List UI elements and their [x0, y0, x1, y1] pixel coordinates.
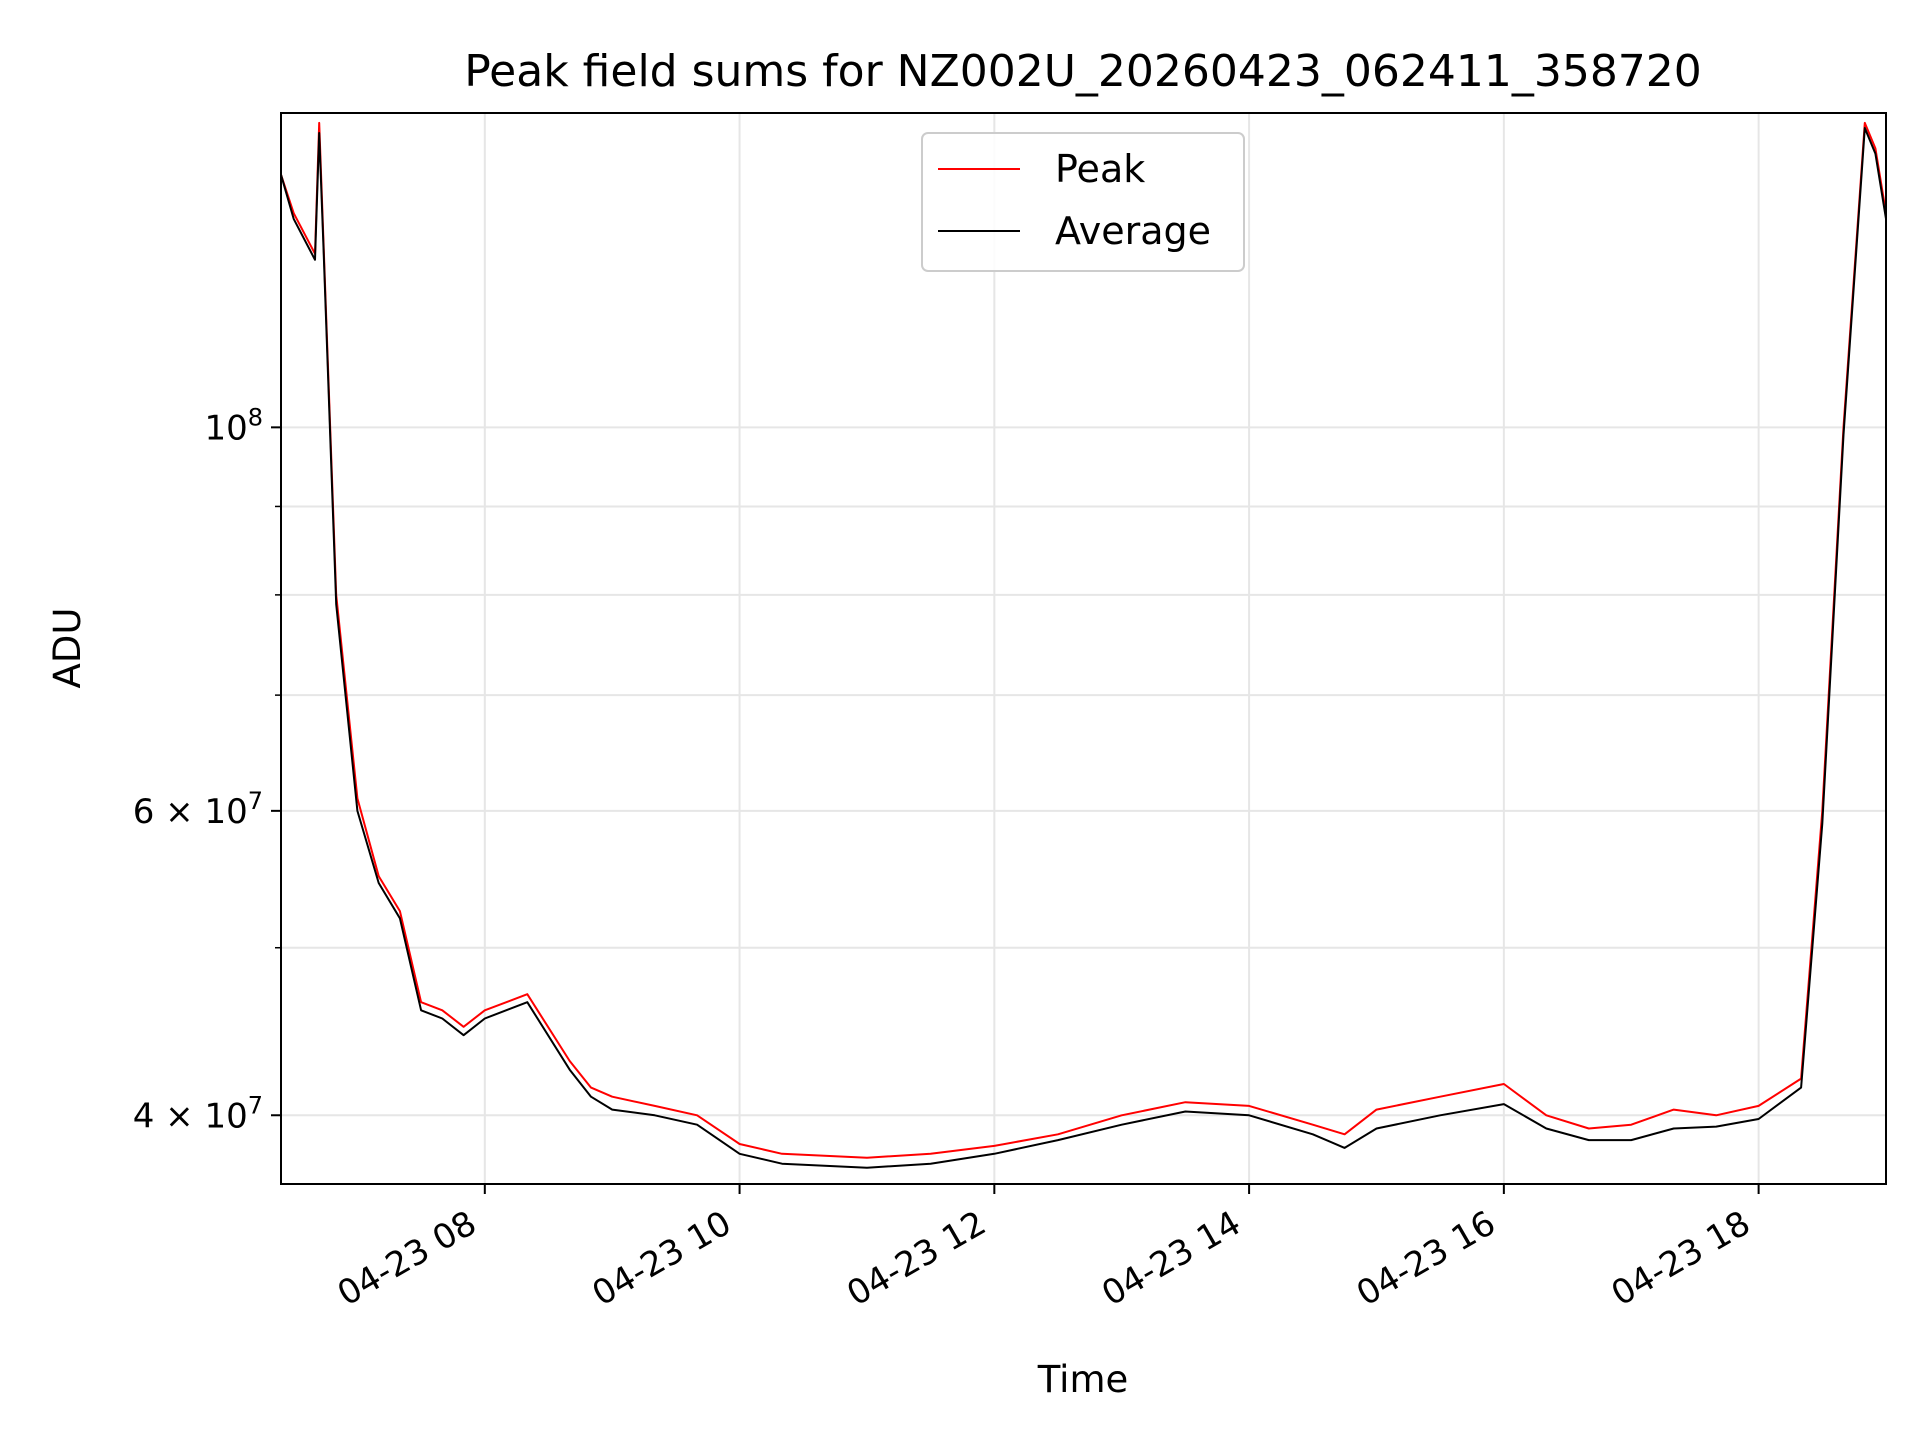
legend-label-average: Average — [1055, 209, 1211, 253]
legend: Peak Average — [921, 132, 1245, 272]
y-axis-ticks: 4 × 107 6 × 107 108 — [133, 403, 281, 1136]
plot-lines — [281, 121, 1886, 1169]
plot-frame — [280, 112, 1887, 1185]
x-axis-label: Time — [1037, 1358, 1129, 1401]
y-axis-label: ADU — [46, 608, 89, 689]
legend-label-peak: Peak — [1055, 147, 1145, 191]
grid — [281, 113, 1886, 1184]
series-line-peak — [281, 121, 1886, 1159]
y-tick-label: 4 × 107 — [133, 1091, 263, 1136]
y-tick-label: 6 × 107 — [133, 787, 263, 832]
legend-box — [921, 132, 1245, 272]
chart-title: Peak field sums for NZ002U_20260423_0624… — [464, 46, 1702, 97]
y-tick-label: 108 — [204, 403, 263, 448]
series-line-average — [281, 127, 1886, 1169]
